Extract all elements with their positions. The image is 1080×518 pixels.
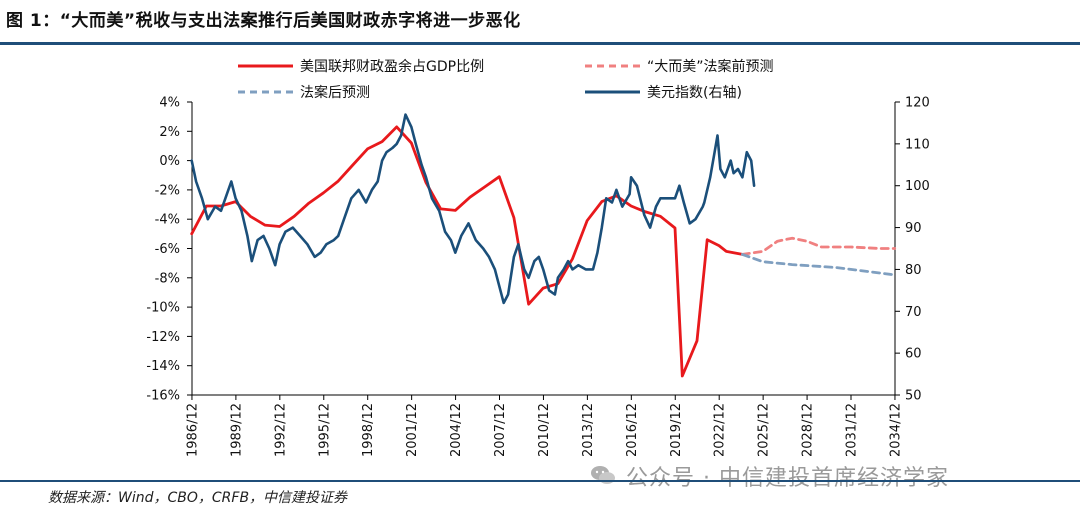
series-line-2 — [741, 253, 897, 277]
y-left-tick-label: 2% — [159, 125, 180, 140]
x-tick-label: 2001/12 — [405, 403, 420, 457]
x-tick-label: 1992/12 — [273, 403, 288, 457]
watermark-text: 公众号 · 中信建投首席经济学家 — [626, 466, 949, 491]
chart-series — [190, 113, 897, 378]
x-tick-label: 1986/12 — [185, 403, 200, 457]
legend-label-3: 美元指数(右轴) — [647, 85, 742, 101]
y-left-tick-label: -14% — [146, 359, 180, 374]
y-left-tick-label: -16% — [146, 389, 180, 404]
chart-title: 图 1：“大而美”税收与支出法案推行后美国财政赤字将进一步恶化 — [6, 11, 521, 31]
y-right-tick-label: 100 — [905, 179, 930, 194]
y-left-tick-label: -10% — [146, 301, 180, 316]
x-tick-label: 2034/12 — [888, 403, 903, 457]
y-right-tick-label: 110 — [905, 137, 930, 152]
series-line-3 — [190, 113, 756, 305]
y-left-tick-label: -2% — [155, 183, 180, 198]
y-left-tick-label: -12% — [146, 330, 180, 345]
y-left-tick-label: -8% — [155, 271, 180, 286]
x-tick-label: 2025/12 — [757, 403, 772, 457]
data-source-note: 数据来源：Wind，CBO，CRFB，中信建投证券 — [48, 490, 348, 506]
x-tick-label: 2004/12 — [449, 403, 464, 457]
x-tick-label: 2013/12 — [581, 403, 596, 457]
y-left-tick-label: -4% — [155, 213, 180, 228]
y-right-tick-label: 120 — [905, 96, 930, 111]
y-left-tick-label: 4% — [159, 96, 180, 111]
chart-axes: 4% 2% 0% -2% -4% -6% -8% -10% -12% -14% -16% 120 110… — [146, 96, 929, 458]
x-tick-label: 1995/12 — [317, 403, 332, 457]
dual-axis-line-chart: 4% 2% 0% -2% -4% -6% -8% -10% -12% -14% -16% 120 110… — [146, 58, 929, 458]
x-tick-label: 1998/12 — [361, 403, 376, 457]
y-right-tick-label: 70 — [905, 305, 922, 320]
bottom-divider — [0, 480, 1080, 482]
y-right-tick-label: 80 — [905, 263, 922, 278]
x-tick-label: 2016/12 — [625, 403, 640, 457]
wechat-icon — [591, 466, 615, 484]
y-right-tick-label: 50 — [905, 389, 922, 404]
x-tick-label: 2019/12 — [669, 403, 684, 457]
legend-label-1: “大而美”法案前预测 — [647, 58, 774, 75]
y-left-tick-label: 0% — [159, 154, 180, 169]
x-tick-label: 2010/12 — [537, 403, 552, 457]
y-right-tick-label: 60 — [905, 347, 922, 362]
series-line-1 — [741, 236, 897, 256]
top-divider — [0, 42, 1080, 45]
x-tick-label: 2007/12 — [493, 403, 508, 457]
x-tick-label: 2031/12 — [845, 403, 860, 457]
legend-label-2: 法案后预测 — [300, 84, 370, 101]
legend-label-0: 美国联邦财政盈余占GDP比例 — [300, 58, 484, 75]
series-line-0 — [190, 125, 744, 378]
x-tick-label: 2022/12 — [713, 403, 728, 457]
y-left-tick-label: -6% — [155, 242, 180, 257]
x-tick-label: 1989/12 — [229, 403, 244, 457]
x-tick-label: 2028/12 — [801, 403, 816, 457]
y-right-tick-label: 90 — [905, 221, 922, 236]
